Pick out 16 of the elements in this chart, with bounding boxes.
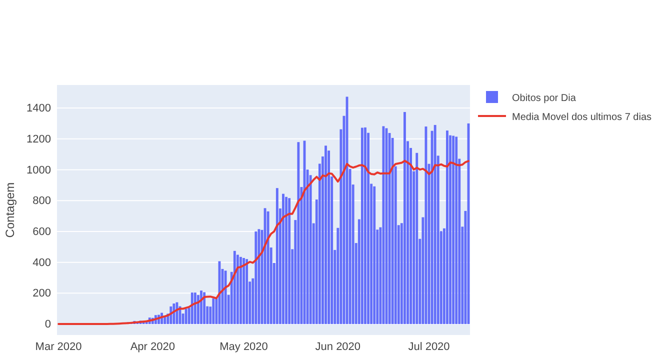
x-tick-label: Jun 2020: [315, 340, 361, 353]
y-tick-label: 200: [32, 288, 51, 300]
legend-label: Obitos por Dia: [512, 93, 576, 104]
x-tick-label: Apr 2020: [130, 340, 175, 353]
y-tick-label: 1200: [26, 133, 51, 146]
y-tick-label: 1000: [26, 164, 51, 176]
y-axis-title: Contagem: [3, 182, 17, 238]
y-tick-label: 600: [32, 226, 51, 238]
y-tick-label: 800: [32, 195, 51, 208]
y-tick-label: 1400: [26, 102, 51, 115]
x-tick-label: Mar 2020: [35, 340, 82, 353]
legend-label: Media Movel dos ultimos 7 dias: [512, 112, 652, 123]
x-tick-label: Jul 2020: [408, 340, 450, 353]
y-tick-label: 400: [32, 256, 51, 269]
y-tick-label: 0: [44, 318, 51, 331]
x-tick-label: May 2020: [220, 340, 268, 353]
